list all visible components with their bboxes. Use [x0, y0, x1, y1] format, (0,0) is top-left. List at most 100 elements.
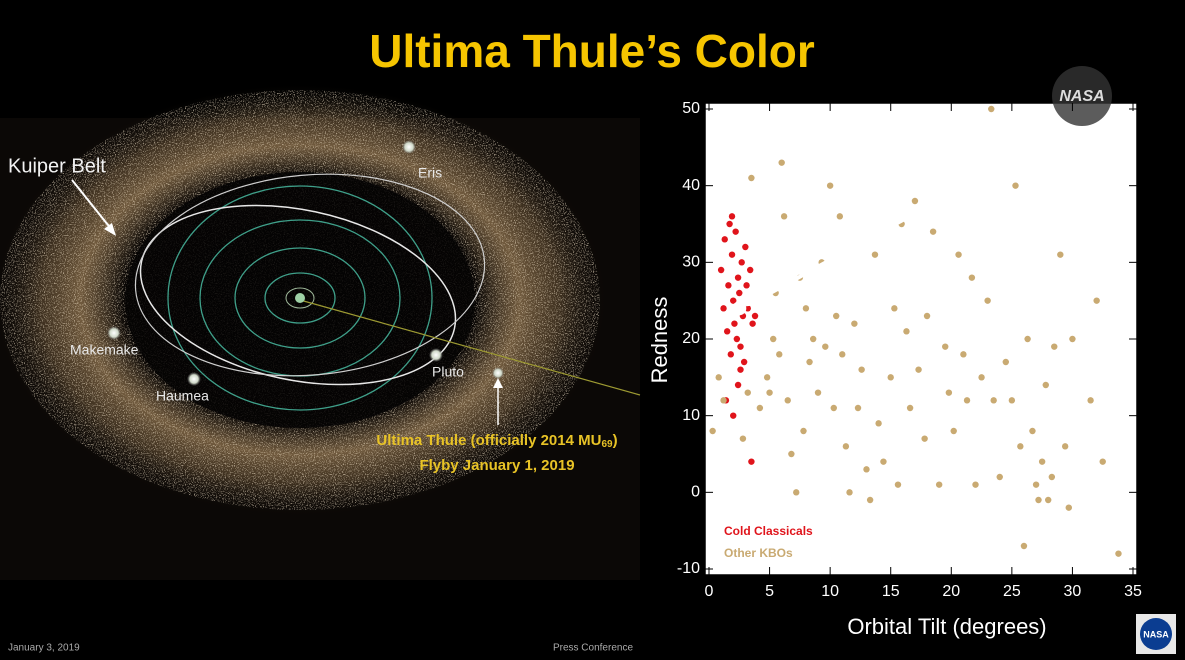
nasa-logo: NASA: [1052, 66, 1112, 126]
point: [806, 358, 813, 366]
footer-event: Press Conference: [553, 643, 633, 654]
point: [1012, 182, 1019, 189]
point: [742, 243, 749, 251]
object-label: Pluto: [432, 364, 464, 380]
point: [734, 381, 742, 389]
point: [748, 174, 755, 182]
orbit: [139, 204, 457, 386]
point: [871, 251, 879, 258]
orbit: [167, 185, 433, 411]
point: [963, 397, 971, 404]
point: [743, 282, 750, 289]
object-dot: [429, 348, 443, 362]
point: [1002, 358, 1009, 366]
point: [734, 274, 742, 281]
point: [891, 305, 898, 312]
x-tick-label: 20: [942, 583, 960, 600]
x-tick-label: 30: [1064, 583, 1082, 600]
object-label: Haumea: [156, 388, 209, 404]
point: [903, 328, 910, 335]
orbit: [285, 287, 315, 309]
point: [968, 274, 976, 281]
target-label-end: ): [613, 432, 618, 449]
point: [788, 450, 795, 458]
point: [732, 228, 739, 235]
point: [836, 213, 844, 220]
point: [833, 312, 840, 320]
target-label-main: Ultima Thule (officially 2014 MU: [376, 432, 601, 449]
point: [1017, 443, 1024, 450]
y-tick-label: 0: [691, 484, 700, 501]
point: [756, 404, 764, 412]
logo-disc: [1052, 66, 1112, 126]
point: [1038, 458, 1046, 465]
point: [854, 404, 862, 412]
point: [866, 496, 874, 504]
badge-text: NASA: [1143, 629, 1169, 639]
point: [728, 213, 736, 220]
y-tick-label: -10: [677, 560, 700, 577]
nasa-badge: NASA: [1136, 614, 1176, 654]
point: [960, 351, 967, 358]
x-tick-label: 0: [705, 583, 714, 600]
point: [709, 427, 716, 435]
x-axis-label: Orbital Tilt (degrees): [847, 614, 1046, 639]
point: [988, 105, 995, 113]
sun: [295, 293, 305, 303]
arrowhead: [493, 378, 503, 388]
point: [736, 289, 743, 297]
point: [996, 473, 1003, 481]
point: [744, 305, 751, 312]
point: [776, 351, 783, 358]
point: [730, 297, 737, 304]
y-axis-label: Redness: [647, 297, 672, 384]
point: [1065, 504, 1072, 511]
legend-entry: Cold Classicals: [724, 524, 813, 538]
trajectory: [299, 299, 641, 396]
object-dot: [107, 326, 121, 340]
point: [1093, 297, 1100, 304]
point: [809, 335, 817, 343]
point: [723, 328, 731, 335]
point: [1115, 550, 1122, 557]
point: [1024, 335, 1031, 343]
point: [851, 320, 858, 327]
orbit: [134, 173, 486, 377]
object-label: Eris: [418, 165, 442, 181]
point: [978, 374, 985, 381]
point: [800, 427, 807, 435]
point: [1069, 335, 1076, 343]
region-label: Kuiper Belt: [8, 155, 106, 177]
point: [1045, 496, 1052, 504]
y-tick-label: 20: [682, 330, 700, 347]
point: [875, 420, 882, 427]
point: [830, 404, 837, 412]
x-tick-label: 15: [882, 583, 900, 600]
point: [1051, 343, 1058, 350]
y-tick-label: 40: [682, 177, 700, 194]
object-label: Makemake: [70, 342, 139, 358]
point: [744, 389, 751, 396]
point: [728, 251, 736, 258]
annotation-label: Ultima Thule: [995, 154, 1118, 179]
point: [731, 320, 738, 327]
object-dot: [492, 367, 504, 379]
point: [923, 312, 931, 320]
y-tick-label: 10: [682, 407, 700, 424]
point: [1061, 443, 1069, 450]
point: [1032, 481, 1040, 488]
point: [793, 489, 800, 496]
point: [720, 397, 727, 404]
point: [721, 236, 728, 243]
target-label-sub: 69: [601, 439, 613, 450]
legend-entry: Other KBOs: [724, 546, 793, 560]
point: [1020, 542, 1028, 550]
point: [1048, 473, 1056, 481]
point: [880, 458, 887, 465]
point: [737, 366, 744, 373]
object-dot: [402, 140, 416, 154]
point: [727, 351, 735, 358]
logo-text: NASA: [1059, 88, 1104, 105]
point: [720, 305, 727, 312]
